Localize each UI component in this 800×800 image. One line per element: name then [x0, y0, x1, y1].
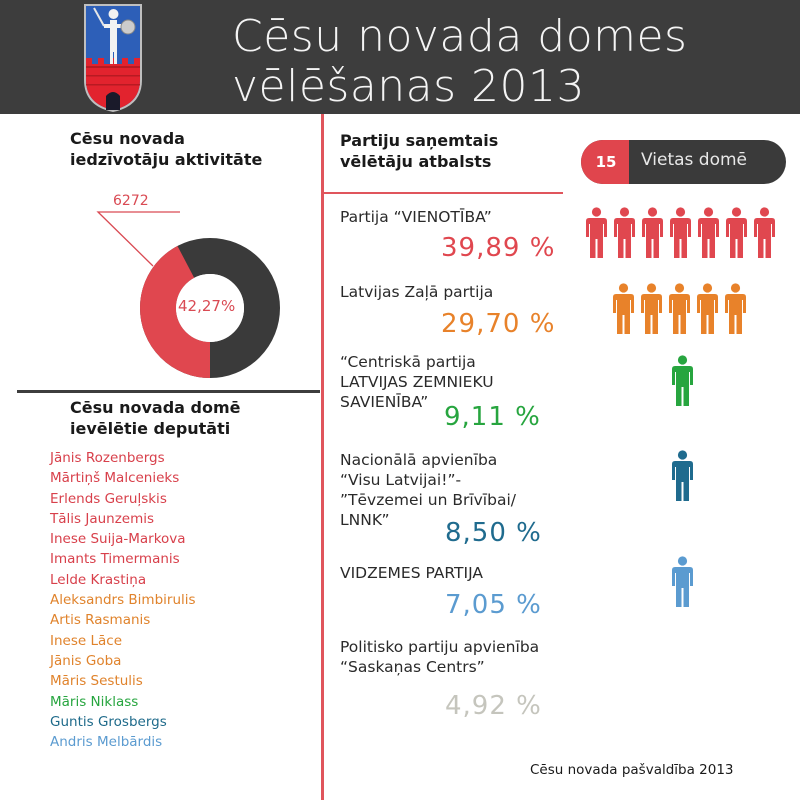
- person-icon: [613, 283, 634, 334]
- seats-label: Vietas domē: [641, 150, 747, 170]
- turnout-donut-chart: [140, 238, 280, 378]
- party-name-line: “Centriskā partija: [340, 353, 476, 371]
- deputy-name: Artis Rasmanis: [50, 612, 151, 629]
- party-percent: 39,89 %: [441, 233, 556, 263]
- deputy-name: Andris Melbārdis: [50, 734, 163, 751]
- party-seats-icons: [585, 207, 776, 259]
- deputy-name: Jānis Goba: [50, 652, 122, 669]
- party-seats-icons: [671, 450, 694, 502]
- person-icon: [641, 283, 662, 334]
- deputy-name: Lelde Krastiņa: [50, 571, 147, 588]
- deputies-list: Jānis Rozenbergs Mārtiņš Malcenieks Erlend…: [50, 448, 196, 752]
- page-title: Cēsu novada domes vēlēšanas 2013: [232, 12, 687, 112]
- person-icon: [669, 283, 690, 334]
- activity-heading-line-2: iedzīvotāju aktivitāte: [70, 150, 263, 169]
- turnout-percent: 42,27%: [178, 297, 236, 315]
- person-icon: [672, 450, 693, 501]
- deputy-name: Mārtiņš Malcenieks: [50, 470, 180, 487]
- deputies-heading-line-1: Cēsu novada domē: [70, 398, 241, 417]
- party-percent: 4,92 %: [445, 691, 542, 721]
- party-name: Latvijas Zaļā partija: [340, 282, 493, 302]
- person-icon: [754, 207, 775, 258]
- seats-count: 15: [581, 140, 629, 184]
- party-name: “Centriskā partija LATVIJAS ZEMNIEKU SAVIE…: [340, 352, 494, 412]
- deputy-name: Erlends Geruļskis: [50, 490, 167, 507]
- person-icon: [725, 283, 746, 334]
- coat-of-arms-icon: [84, 4, 142, 112]
- deputies-heading-line-2: ievēlētie deputāti: [70, 419, 231, 438]
- seats-badge: 15 Vietas domē: [581, 140, 786, 184]
- parties-heading-line-1: Partiju saņemtais: [340, 131, 499, 150]
- deputy-name: Guntis Grosbergs: [50, 713, 167, 730]
- deputy-name: Tālis Jaunzemis: [50, 510, 155, 527]
- activity-heading-line-1: Cēsu novada: [70, 129, 185, 148]
- section-divider: [17, 390, 320, 393]
- party-percent: 7,05 %: [445, 590, 542, 620]
- party-seats-icons: [612, 283, 747, 335]
- person-icon: [726, 207, 747, 258]
- party-percent: 8,50 %: [445, 518, 542, 548]
- party-name-line: SAVIENĪBA”: [340, 393, 429, 411]
- parties-heading-divider: [323, 192, 563, 194]
- deputy-name: Inese Lāce: [50, 632, 122, 649]
- party-percent: 9,11 %: [444, 402, 541, 432]
- party-name-line: “Saskaņas Centrs”: [340, 658, 485, 676]
- parties-heading: Partiju saņemtais vēlētāju atbalsts: [340, 130, 498, 172]
- deputy-name: Māris Niklass: [50, 693, 139, 710]
- party-name-line: Latvijas Zaļā partija: [340, 283, 494, 301]
- party-name: VIDZEMES PARTIJA: [340, 563, 483, 583]
- person-icon: [672, 556, 693, 607]
- party-name: Nacionālā apvienība “Visu Latvijai!”- ”Tēv…: [340, 450, 516, 530]
- turnout-donut-voted-segment: [140, 238, 280, 378]
- deputies-heading: Cēsu novada domē ievēlētie deputāti: [70, 397, 240, 439]
- party-percent: 29,70 %: [441, 309, 556, 339]
- deputy-name: Imants Timermanis: [50, 551, 180, 568]
- deputy-name: Māris Sestulis: [50, 673, 143, 690]
- party-name-line: LATVIJAS ZEMNIEKU: [340, 373, 494, 391]
- party-name-line: LNNK”: [340, 511, 390, 529]
- party-name: Partija “VIENOTĪBA”: [340, 207, 492, 227]
- vertical-divider: [321, 114, 324, 800]
- person-icon: [586, 207, 607, 258]
- party-seats-icons: [671, 556, 694, 608]
- party-name-line: VIDZEMES PARTIJA: [340, 564, 483, 582]
- title-line-1: Cēsu novada domes: [232, 11, 688, 62]
- title-line-2: vēlēšanas 2013: [232, 61, 586, 112]
- deputy-name: Aleksandrs Bimbirulis: [50, 592, 196, 609]
- footer-credit: Cēsu novada pašvaldība 2013: [530, 762, 734, 778]
- person-icon: [672, 355, 693, 406]
- party-name-line: Nacionālā apvienība: [340, 451, 498, 469]
- person-icon: [697, 283, 718, 334]
- header-banner: Cēsu novada domes vēlēšanas 2013: [0, 0, 800, 114]
- voters-count: 6272: [113, 193, 149, 209]
- party-name-line: “Visu Latvijai!”-: [340, 471, 462, 489]
- party-seats-icons: [671, 355, 694, 407]
- turnout-callout-line: [96, 211, 180, 267]
- person-icon: [670, 207, 691, 258]
- party-name-line: ”Tēvzemei un Brīvībai/: [340, 491, 516, 509]
- person-icon: [698, 207, 719, 258]
- party-name: Politisko partiju apvienība “Saskaņas Cen…: [340, 637, 539, 677]
- deputy-name: Jānis Rozenbergs: [50, 450, 165, 466]
- parties-heading-line-2: vēlētāju atbalsts: [340, 152, 492, 171]
- party-name-line: Partija “VIENOTĪBA”: [340, 208, 492, 226]
- activity-heading: Cēsu novada iedzīvotāju aktivitāte: [70, 128, 262, 170]
- party-name-line: Politisko partiju apvienība: [340, 638, 540, 656]
- person-icon: [642, 207, 663, 258]
- person-icon: [614, 207, 635, 258]
- deputy-name: Inese Suija-Markova: [50, 531, 186, 548]
